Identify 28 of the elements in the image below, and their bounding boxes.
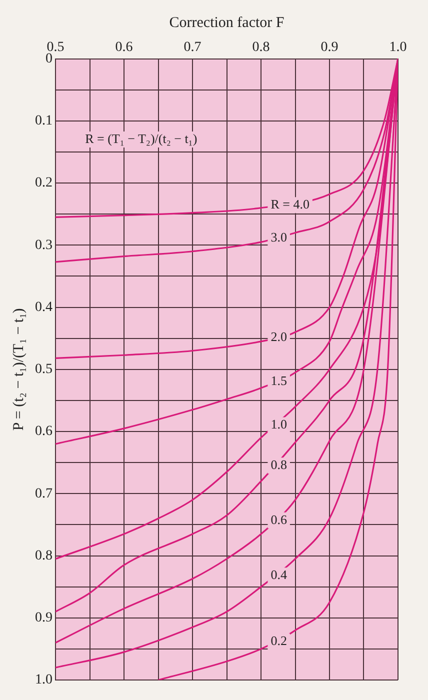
- annotation: R = (T₁ − T₂)/(t₂ − t₁): [85, 130, 198, 146]
- series-label: 3.0: [270, 230, 287, 245]
- series-label: 1.5: [270, 373, 287, 388]
- x-tick-label: 0.9: [320, 40, 338, 56]
- series-label: 0.6: [270, 512, 288, 527]
- y-tick-label: 0.7: [35, 486, 52, 502]
- y-tick-label: 1.0: [35, 672, 52, 688]
- series-label: R = 4.0: [270, 196, 310, 212]
- y-tick-label: 0.1: [35, 114, 52, 129]
- x-tick-label: 1.0: [389, 40, 407, 56]
- y-tick-label: 0.5: [35, 362, 52, 378]
- y-tick-label: 0.4: [35, 300, 52, 315]
- x-tick-label: 0.7: [184, 40, 202, 56]
- series-label: 0.4: [270, 567, 288, 582]
- x-tick-label: 0.8: [252, 40, 270, 56]
- y-tick-label: 0.3: [35, 238, 52, 253]
- series-label: 0.2: [270, 632, 287, 648]
- y-axis-title: P = (t₂ − t₁)/(T₁ − t₁): [10, 308, 27, 431]
- y-tick-label: 0.6: [35, 424, 52, 440]
- y-tick-label: 0.2: [35, 176, 52, 191]
- x-axis-title: Correction factor F: [169, 14, 284, 31]
- series-label: 2.0: [270, 329, 287, 344]
- y-tick-label: 0.8: [35, 548, 52, 564]
- y-tick-label: 0.9: [35, 610, 52, 626]
- series-label: 0.8: [270, 457, 287, 472]
- series-label: 1.0: [270, 416, 287, 432]
- x-tick-label: 0.6: [115, 40, 133, 56]
- y-tick-label: 0: [46, 51, 52, 66]
